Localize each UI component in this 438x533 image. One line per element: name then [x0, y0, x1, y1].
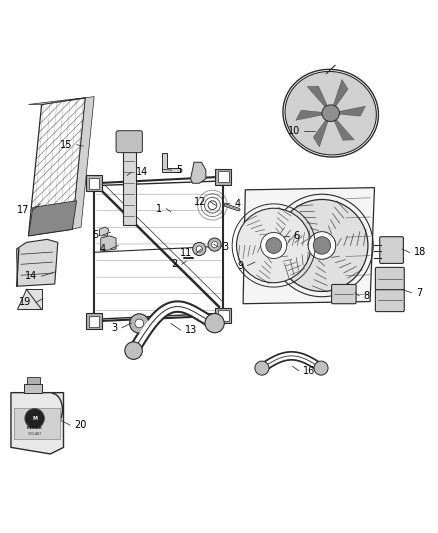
Text: 2: 2	[171, 260, 177, 269]
Bar	[123, 142, 136, 225]
Text: 3: 3	[111, 323, 117, 333]
Text: 8: 8	[364, 291, 370, 301]
Bar	[24, 384, 42, 393]
Text: 3: 3	[223, 242, 229, 252]
Circle shape	[255, 361, 269, 375]
Bar	[89, 178, 99, 189]
FancyBboxPatch shape	[332, 285, 356, 304]
Circle shape	[196, 246, 202, 252]
Polygon shape	[162, 152, 180, 172]
Circle shape	[205, 313, 224, 333]
Circle shape	[135, 319, 144, 328]
Text: 10: 10	[288, 126, 300, 136]
Circle shape	[314, 361, 328, 375]
Polygon shape	[17, 239, 58, 286]
Polygon shape	[99, 227, 109, 236]
Text: 5: 5	[92, 230, 99, 240]
Text: 14: 14	[25, 271, 37, 281]
Text: 7: 7	[416, 288, 422, 298]
Bar	[27, 377, 40, 384]
Circle shape	[266, 238, 282, 253]
Bar	[218, 172, 229, 182]
Text: 14: 14	[136, 167, 148, 177]
Text: 18: 18	[414, 247, 426, 257]
Polygon shape	[28, 98, 85, 104]
FancyBboxPatch shape	[375, 289, 404, 312]
Text: 5: 5	[176, 165, 182, 175]
Polygon shape	[17, 289, 42, 310]
Ellipse shape	[322, 105, 339, 122]
Polygon shape	[11, 393, 64, 454]
Circle shape	[308, 232, 336, 259]
Polygon shape	[72, 96, 94, 229]
Polygon shape	[296, 110, 324, 120]
Circle shape	[208, 238, 221, 251]
Circle shape	[25, 409, 44, 428]
Text: M: M	[32, 416, 37, 421]
Bar	[14, 408, 60, 439]
Bar	[215, 169, 231, 184]
Polygon shape	[28, 98, 85, 236]
Circle shape	[261, 232, 287, 259]
Text: 15: 15	[60, 140, 72, 150]
Circle shape	[130, 314, 149, 333]
Polygon shape	[337, 106, 365, 116]
Bar	[215, 308, 231, 324]
Text: 1: 1	[156, 204, 162, 214]
Polygon shape	[307, 86, 328, 107]
Text: 11: 11	[180, 248, 192, 259]
Polygon shape	[313, 119, 328, 147]
Text: 20: 20	[74, 420, 87, 430]
Bar	[86, 175, 102, 191]
Polygon shape	[333, 79, 348, 108]
Text: COOLANT: COOLANT	[28, 432, 42, 437]
Polygon shape	[101, 236, 116, 251]
Text: 9: 9	[237, 261, 243, 271]
Polygon shape	[333, 119, 354, 140]
Circle shape	[313, 237, 331, 254]
Bar	[86, 313, 102, 329]
Text: 16: 16	[303, 366, 315, 376]
Text: 13: 13	[185, 325, 197, 335]
Text: 19: 19	[19, 297, 32, 308]
Bar	[218, 310, 229, 321]
Circle shape	[212, 241, 218, 248]
Ellipse shape	[285, 71, 376, 155]
Circle shape	[276, 199, 368, 292]
FancyBboxPatch shape	[375, 268, 404, 290]
Text: 6: 6	[293, 231, 300, 241]
Text: 17: 17	[17, 205, 29, 215]
FancyBboxPatch shape	[116, 131, 142, 152]
Text: 4: 4	[100, 244, 106, 254]
Text: 4: 4	[234, 199, 240, 209]
Polygon shape	[28, 201, 77, 236]
Polygon shape	[191, 162, 206, 183]
Bar	[89, 316, 99, 327]
Circle shape	[193, 243, 206, 255]
Circle shape	[125, 342, 142, 359]
Circle shape	[237, 208, 311, 282]
FancyBboxPatch shape	[380, 237, 403, 263]
Text: 12: 12	[194, 197, 206, 207]
Polygon shape	[243, 188, 374, 304]
Text: MOPAR: MOPAR	[27, 426, 42, 430]
